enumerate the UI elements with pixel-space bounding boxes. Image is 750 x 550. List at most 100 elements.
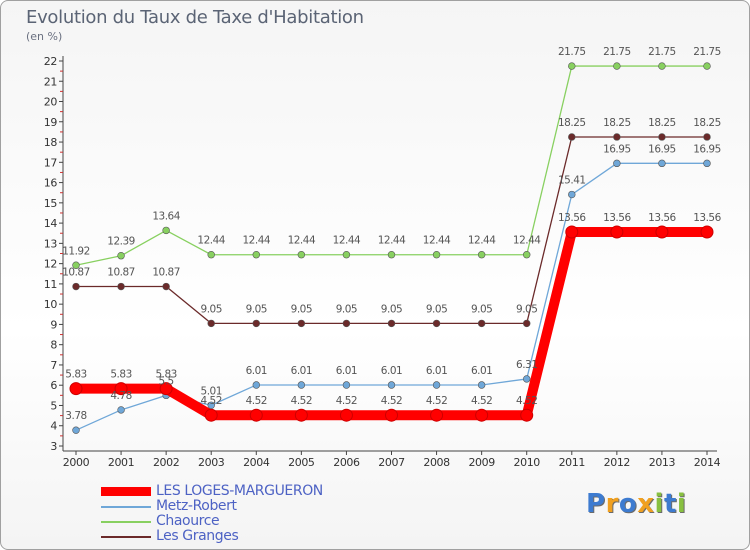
y-tick-label: 4 [50, 420, 57, 433]
data-label: 4.52 [336, 395, 357, 407]
proxiti-logo: Proxiti [586, 489, 686, 519]
data-point [568, 133, 576, 141]
chart-title: Evolution du Taux de Taxe d'Habitation [26, 7, 364, 28]
data-label: 6.31 [516, 359, 537, 371]
data-point [432, 381, 441, 389]
data-label: 6.01 [291, 365, 312, 377]
x-tick-label: 2003 [198, 456, 225, 469]
logo-letter: r [605, 489, 619, 519]
data-label: 12.44 [468, 235, 496, 247]
data-label: 6.01 [381, 365, 402, 377]
data-label: 12.44 [333, 235, 361, 247]
chart-subtitle: (en %) [26, 30, 63, 43]
data-point [387, 251, 396, 259]
data-point [703, 62, 711, 70]
y-tick-label: 6 [50, 379, 57, 392]
x-tick-label: 2008 [423, 456, 450, 469]
data-point [342, 381, 351, 389]
logo-letter: i [654, 489, 664, 519]
y-tick-label: 19 [44, 116, 58, 129]
data-label: 13.56 [558, 212, 586, 224]
data-label: 13.56 [693, 212, 721, 224]
data-label: 4.78 [110, 390, 131, 402]
logo-letter: o [618, 489, 638, 519]
data-point [159, 382, 173, 396]
y-tick-label: 7 [50, 359, 57, 372]
data-point [72, 426, 80, 434]
data-point [477, 319, 486, 328]
y-tick-label: 5 [50, 399, 57, 412]
data-point [387, 319, 396, 328]
data-label: 18.25 [603, 117, 631, 129]
data-point [117, 282, 125, 291]
data-label: 11.92 [62, 245, 90, 257]
data-point [207, 319, 215, 328]
data-point [523, 375, 531, 383]
x-tick-label: 2014 [694, 456, 721, 469]
legend-label: LES LOGES-MARGUERON [156, 483, 323, 499]
data-point [658, 159, 666, 168]
y-tick-label: 22 [44, 55, 57, 68]
x-tick-label: 2010 [514, 456, 541, 469]
data-point [162, 226, 170, 235]
data-label: 5.83 [155, 369, 176, 381]
data-label: 12.44 [288, 235, 316, 247]
y-tick-label: 10 [44, 298, 58, 311]
data-label: 9.05 [516, 303, 537, 315]
data-point [207, 401, 215, 409]
y-tick-label: 3 [50, 440, 57, 453]
data-point [252, 381, 260, 389]
data-point [477, 381, 486, 389]
data-label: 6.01 [336, 365, 357, 377]
data-label: 4.52 [381, 395, 402, 407]
y-tick-label: 12 [44, 258, 57, 271]
data-label: 16.95 [693, 143, 721, 155]
data-point [249, 408, 263, 422]
data-point [342, 319, 351, 328]
data-point [339, 408, 353, 422]
legend-label: Chaource [156, 513, 220, 529]
data-label: 12.44 [378, 235, 406, 247]
x-tick-label: 2012 [604, 456, 630, 469]
x-tick-label: 2001 [108, 456, 134, 469]
legend-swatch [101, 506, 151, 508]
data-point [252, 319, 260, 328]
data-label: 18.25 [558, 117, 586, 129]
data-point [703, 133, 711, 141]
data-point [117, 406, 125, 414]
data-point [475, 408, 489, 422]
data-point [703, 159, 711, 168]
data-point [297, 381, 306, 389]
data-point [477, 251, 486, 259]
data-point [342, 251, 351, 259]
data-point [658, 133, 666, 141]
data-point [610, 225, 624, 239]
logo-letter: x [637, 489, 655, 519]
data-label: 3.78 [65, 410, 86, 422]
data-point [114, 382, 128, 396]
y-tick-label: 9 [50, 318, 57, 331]
data-label: 6.01 [471, 365, 492, 377]
x-tick-label: 2007 [378, 456, 405, 469]
data-point [430, 408, 444, 422]
data-label: 21.75 [693, 46, 721, 58]
logo-letter: t [663, 489, 677, 519]
y-tick-label: 18 [44, 136, 58, 149]
data-label: 12.39 [107, 236, 135, 248]
data-point [69, 382, 83, 396]
data-point [162, 282, 170, 291]
data-point [72, 261, 80, 269]
data-label: 16.95 [648, 143, 676, 155]
data-label: 12.44 [243, 235, 271, 247]
data-label: 6.01 [246, 365, 267, 377]
data-label: 10.87 [152, 267, 180, 279]
x-tick-label: 2004 [243, 456, 270, 469]
data-point [565, 225, 579, 239]
data-point [658, 62, 666, 70]
legend-label: Les Granges [156, 528, 239, 544]
data-point [700, 225, 714, 239]
data-point [568, 190, 576, 199]
data-label: 5.83 [110, 369, 131, 381]
data-label: 4.52 [471, 395, 492, 407]
